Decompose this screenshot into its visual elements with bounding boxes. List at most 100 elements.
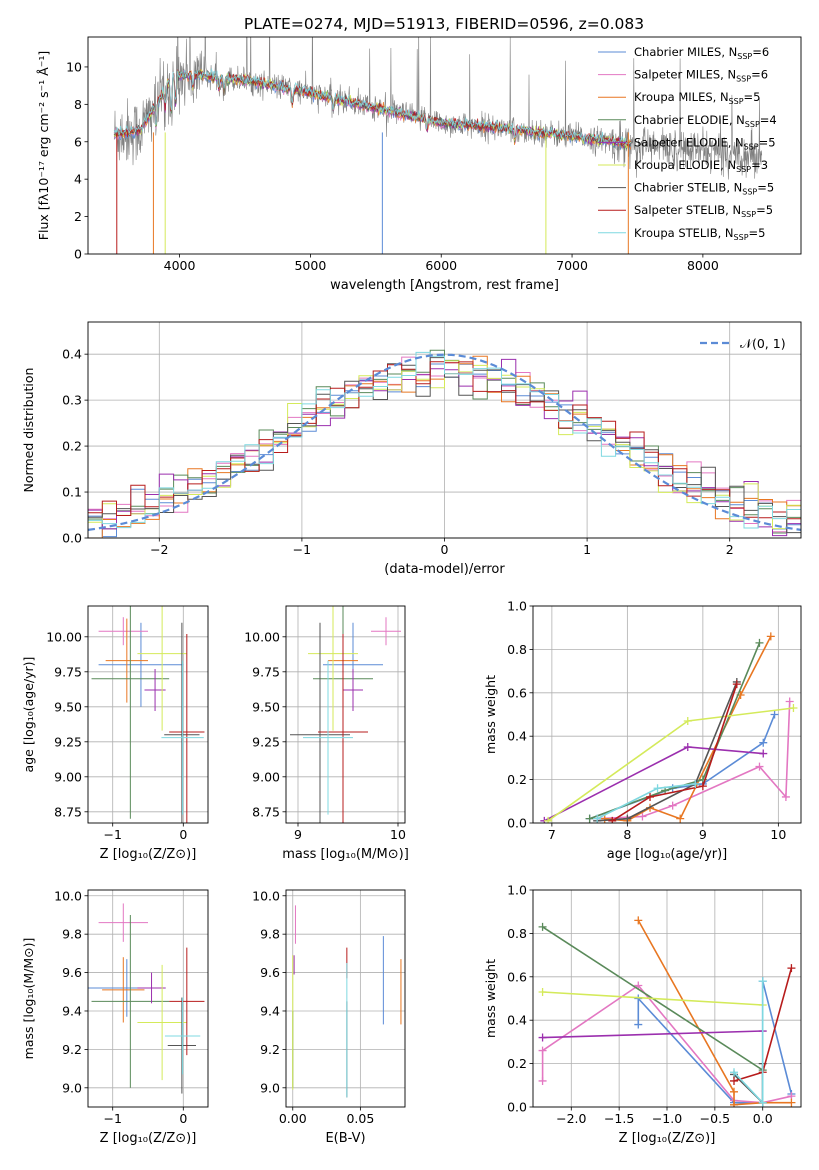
x-tick-label: −2 — [150, 542, 168, 557]
x-tick-label: 0 — [179, 827, 187, 842]
y-tick-label: 9.8 — [260, 927, 280, 942]
legend-label: 𝒩(0, 1) — [740, 336, 786, 351]
plot-area — [88, 349, 801, 538]
panel-mass_vs_ebv: 0.00 0.05 9.0 9.2 9.4 9.6 9.8 10.0 E(B-V) — [252, 888, 406, 1146]
series-marker — [646, 792, 655, 801]
series-marker — [787, 964, 796, 973]
y-tick-label: 0.2 — [507, 1056, 527, 1071]
y-tick-label: 0.0 — [62, 531, 82, 546]
series-marker — [730, 1076, 738, 1085]
series-marker — [608, 816, 617, 823]
legend-label: Chabrier ELODIE, NSSP=4 — [634, 113, 777, 129]
y-tick-label: 1.0 — [507, 883, 527, 898]
series-marker — [593, 814, 602, 823]
series-marker — [785, 697, 794, 706]
series-marker — [668, 801, 677, 810]
x-axis-label: wavelength [Angstrom, rest frame] — [330, 278, 559, 293]
series-line-salpeter-elodie — [542, 1030, 763, 1039]
series-marker — [730, 1068, 738, 1077]
series-marker — [691, 779, 700, 788]
series-marker — [730, 1087, 738, 1096]
y-axis-label: mass weight — [483, 959, 498, 1038]
plot-area — [113, 37, 763, 254]
series-marker — [683, 717, 692, 726]
series-marker — [781, 792, 790, 801]
y-axis-label: mass [log₁₀(M/M⊙)] — [21, 938, 36, 1060]
errorbar-point — [303, 660, 353, 815]
x-tick-label: 7 — [548, 827, 556, 842]
legend-label: Salpeter ELODIE, NSSP=5 — [634, 135, 776, 151]
series-marker — [538, 1033, 547, 1042]
legend-label: Salpeter STELIB, NSSP=5 — [634, 203, 773, 219]
series-marker — [730, 1100, 738, 1107]
x-tick-label: −1 — [293, 542, 311, 557]
series-line-chabrier-stelib — [733, 1063, 764, 1105]
y-tick-label: 10.0 — [54, 888, 82, 903]
series-line-chabrier-miles — [637, 980, 793, 1104]
y-axis-label: age [log₁₀(age/yr)] — [21, 657, 36, 773]
errorbar-point — [161, 660, 204, 815]
y-tick-label: 0.6 — [507, 685, 527, 700]
y-tick-label: 9.2 — [62, 1042, 82, 1057]
errorbar-point — [98, 903, 148, 942]
x-axis-label: Z [log₁₀(Z/Z⊙)] — [619, 1131, 716, 1146]
errorbar-point — [137, 972, 166, 1004]
panel-age_vs_mass: 9 10 8.75 9.00 9.25 9.50 9.75 10.00 mass [log₁₀(… — [244, 605, 409, 862]
x-axis-label: age [log₁₀(age/yr)] — [607, 847, 728, 862]
panel-age_vs_Z: −1 0 8.75 9.00 9.25 9.50 9.75 10.00 Z [log₁₀(Z/Z… — [21, 605, 209, 862]
x-tick-label: 6000 — [425, 258, 457, 273]
plot-area — [91, 606, 205, 823]
x-tick-label: 8000 — [687, 258, 719, 273]
y-tick-label: 6 — [74, 134, 82, 149]
series-marker — [759, 738, 768, 747]
series-marker — [634, 1020, 643, 1029]
series-marker — [759, 749, 768, 758]
y-tick-label: 0.8 — [507, 642, 527, 657]
series-marker — [538, 922, 547, 931]
series-line-chabrier-stelib — [597, 681, 738, 822]
series-line-salpeter-miles — [541, 984, 792, 1104]
y-tick-label: 9.00 — [54, 769, 82, 784]
y-tick-label: 0.0 — [507, 816, 527, 831]
x-tick-label: 1 — [583, 542, 591, 557]
y-tick-label: 9.75 — [252, 664, 280, 679]
y-tick-label: 10.00 — [46, 629, 82, 644]
series-marker — [698, 782, 707, 791]
errorbar-point — [137, 964, 187, 1081]
y-axis-label: mass weight — [483, 675, 498, 754]
x-tick-label: 9 — [294, 827, 302, 842]
series-marker — [766, 632, 775, 641]
figure-title: PLATE=0274, MJD=51913, FIBERID=0596, z=0… — [244, 15, 644, 33]
series-marker — [732, 680, 741, 689]
series-line-kroupa-miles — [604, 636, 772, 822]
series-marker — [538, 1046, 547, 1055]
errorbar-point — [164, 997, 201, 1075]
legend-label: Kroupa ELODIE, NSSP=3 — [634, 158, 768, 174]
grid — [533, 889, 801, 1108]
series-marker — [544, 816, 553, 823]
axes-frame — [87, 36, 802, 255]
y-tick-label: 9.25 — [252, 734, 280, 749]
x-tick-label: −1 — [103, 827, 121, 842]
x-tick-label: 10 — [770, 827, 786, 842]
axes-frame — [532, 889, 802, 1108]
legend-label: Salpeter MILES, NSSP=6 — [634, 68, 768, 84]
y-tick-label: 9.0 — [62, 1080, 82, 1095]
series-marker — [638, 812, 647, 821]
y-axis-label: Normed distribution — [21, 368, 36, 493]
y-axis-label: Flux [fλ10⁻¹⁷ erg cm⁻² s⁻¹ Å⁻¹] — [36, 51, 51, 240]
y-tick-label: 9.50 — [54, 699, 82, 714]
plot-area — [292, 905, 402, 1098]
plot-area — [540, 632, 798, 823]
panel-mass_vs_Z: −1 0 9.0 9.2 9.4 9.6 9.8 10.0 Z [log₁₀(Z/Z⊙)] mas… — [21, 888, 209, 1146]
y-tick-label: 9.6 — [260, 965, 280, 980]
errorbar-point — [308, 606, 358, 731]
y-tick-label: 0.2 — [62, 439, 82, 454]
y-tick-label: 8 — [74, 97, 82, 112]
y-tick-label: 10 — [66, 59, 82, 74]
y-tick-label: 2 — [74, 209, 82, 224]
model-line-kroupa-stelib — [113, 67, 631, 146]
series-marker — [758, 1098, 767, 1107]
series-marker — [634, 916, 643, 925]
errorbar-point — [105, 618, 148, 703]
